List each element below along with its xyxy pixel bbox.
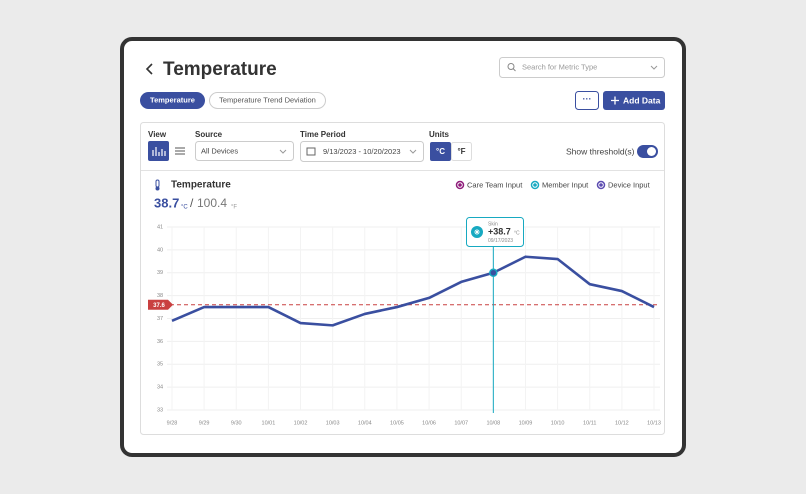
y-tick-label: 36	[157, 339, 163, 345]
search-box[interactable]	[499, 57, 665, 78]
x-tick-label: 10/11	[583, 420, 596, 426]
source-value: All Devices	[201, 146, 238, 155]
tab-label: Temperature Trend Deviation	[219, 95, 316, 104]
legend-marker	[533, 183, 537, 187]
toggle-knob	[647, 147, 656, 156]
legend-label: Member Input	[542, 180, 589, 189]
legend-label: Care Team Input	[467, 180, 523, 189]
legend-marker	[599, 183, 603, 187]
chart-title: Temperature	[171, 180, 231, 191]
legend-label: Device Input	[608, 180, 651, 189]
y-tick-label: 34	[157, 385, 163, 391]
x-tick-label: 10/01	[262, 420, 276, 426]
panel	[140, 122, 665, 435]
source-select[interactable]	[195, 141, 294, 161]
thermometer-icon	[155, 186, 160, 191]
period-select[interactable]	[300, 141, 424, 162]
x-tick-label: 9/30	[231, 420, 242, 426]
unit-button-active[interactable]	[430, 142, 451, 161]
y-tick-label: 38	[157, 293, 163, 299]
filter-label: Time Period	[300, 130, 346, 139]
calendar-icon	[306, 147, 316, 156]
x-tick-label: 10/07	[454, 420, 468, 426]
x-tick-label: 10/06	[422, 420, 436, 426]
tab[interactable]	[209, 92, 326, 109]
current-unit: °C	[181, 205, 188, 211]
search-placeholder: Search for Metric Type	[522, 62, 597, 71]
x-tick-label: 10/02	[294, 420, 308, 426]
y-tick-label: 40	[157, 247, 163, 253]
chevron	[409, 149, 417, 154]
add-label: Add Data	[623, 95, 661, 105]
add-button[interactable]	[603, 91, 665, 110]
more-label: ···	[583, 94, 592, 104]
tooltip-date: 09/17/2023	[488, 238, 513, 244]
legend-marker	[458, 183, 462, 187]
x-tick-label: 10/12	[615, 420, 629, 426]
y-tick-label: 35	[157, 362, 163, 368]
search-icon	[507, 63, 515, 70]
data-point	[489, 268, 498, 277]
chart-icon	[152, 147, 166, 156]
unit-label: °F	[457, 147, 465, 156]
y-tick-label: 37	[157, 316, 163, 322]
x-tick-label: 10/13	[647, 420, 661, 426]
separator: /	[190, 196, 194, 210]
list-view-button[interactable]	[175, 147, 185, 155]
tooltip-value: +38.7	[488, 226, 511, 236]
chart-view-button[interactable]	[148, 141, 169, 161]
unit-button[interactable]	[451, 142, 472, 161]
threshold-value: 37.6	[153, 303, 165, 309]
data-line	[171, 255, 655, 327]
current-value: 38.7	[154, 195, 179, 210]
y-tick-label: 39	[157, 270, 163, 276]
chevron	[279, 149, 287, 154]
tooltip-source: Skin	[488, 221, 498, 227]
threshold-tag	[148, 299, 173, 310]
x-tick-label: 10/09	[519, 420, 533, 426]
x-tick-label: 10/08	[486, 420, 500, 426]
x-tick-label: 9/28	[167, 420, 178, 426]
chart: Care Team Input Member Input Device Input 3…	[148, 180, 661, 426]
unit-label: °C	[436, 147, 445, 156]
threshold-label: Show threshold(s)	[566, 146, 635, 156]
page-title: Temperature	[163, 59, 277, 80]
x-tick-label: 10/03	[326, 420, 340, 426]
x-tick-label: 10/05	[390, 420, 404, 426]
tooltip-icon	[474, 229, 480, 235]
alt-unit: °F	[231, 205, 237, 211]
period-value: 9/13/2023 - 10/20/2023	[323, 147, 401, 156]
plus-icon	[611, 96, 619, 105]
more-button[interactable]	[575, 91, 599, 110]
alt-value: 100.4	[197, 196, 227, 210]
filter-label: View	[148, 130, 167, 139]
y-tick-label: 33	[157, 407, 163, 413]
search-icon	[512, 68, 516, 72]
tooltip-unit: °C	[514, 230, 520, 236]
back-button[interactable]	[145, 63, 153, 75]
tooltip	[466, 217, 524, 247]
tab-label: Temperature	[150, 95, 195, 104]
y-tick-label: 41	[157, 224, 163, 230]
x-tick-label: 10/04	[358, 420, 372, 426]
x-tick-label: 10/10	[551, 420, 565, 426]
filter-label: Units	[429, 130, 450, 139]
tab-active[interactable]	[140, 92, 205, 109]
filter-label: Source	[195, 130, 223, 139]
chevron	[650, 65, 658, 70]
x-tick-label: 9/29	[199, 420, 210, 426]
